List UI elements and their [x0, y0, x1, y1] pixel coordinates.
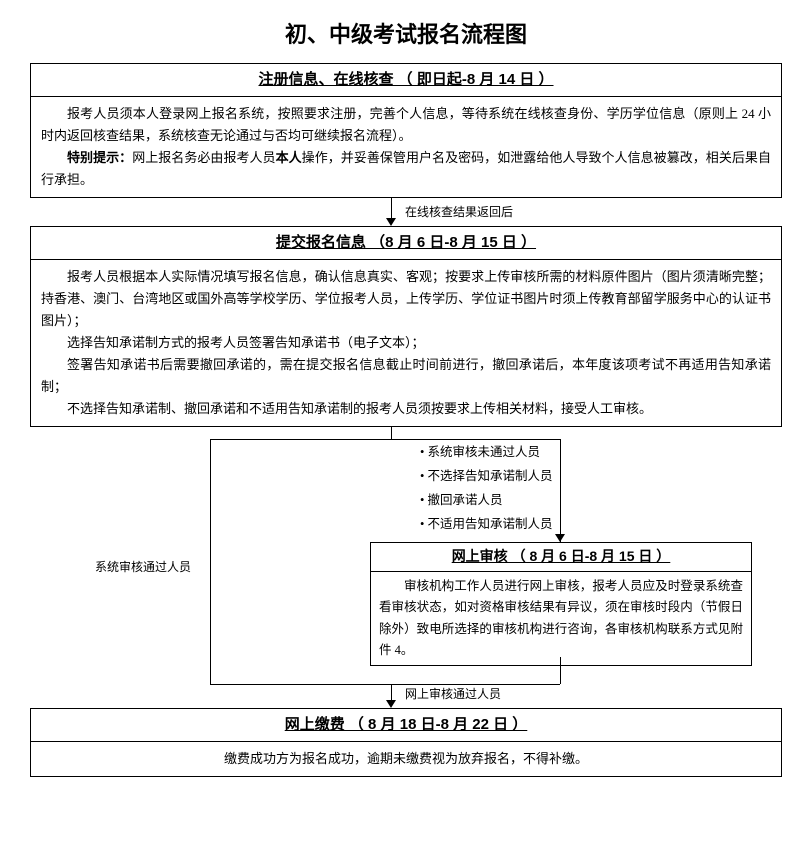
- step-review-header: 网上审核 （ 8 月 6 日-8 月 15 日 ）: [371, 543, 751, 572]
- bullet-4: 不适用告知承诺制人员: [420, 513, 553, 537]
- step-register-box: 注册信息、在线核查 （ 即日起-8 月 14 日 ） 报考人员须本人登录网上报名…: [30, 63, 782, 198]
- step-review-box: 网上审核 （ 8 月 6 日-8 月 15 日 ） 审核机构工作人员进行网上审核…: [370, 542, 752, 666]
- step-submit-box: 提交报名信息 （8 月 6 日-8 月 15 日 ） 报考人员根据本人实际情况填…: [30, 226, 782, 427]
- step-payment-body: 缴费成功方为报名成功，逾期未缴费视为放弃报名，不得补缴。: [31, 742, 781, 776]
- merge-down-vline: [391, 684, 392, 700]
- right-branch-vline-top: [560, 439, 561, 542]
- split-vline: [391, 427, 392, 439]
- step-payment-box: 网上缴费 （ 8 月 18 日-8 月 22 日 ） 缴费成功方为报名成功，逾期…: [30, 708, 782, 777]
- bullet-2: 不选择告知承诺制人员: [420, 465, 553, 489]
- branch-bullets: 系统审核未通过人员 不选择告知承诺制人员 撤回承诺人员 不适用告知承诺制人员: [420, 441, 553, 536]
- right-branch-vline-bot: [560, 657, 561, 684]
- right-arrow-icon: [555, 534, 565, 542]
- step2-p4: 不选择告知承诺制、撤回承诺和不适用告知承诺制的报考人员须按要求上传相关材料，接受…: [41, 398, 771, 420]
- step1-p2-a: 网上报名务必由报考人员: [132, 150, 275, 165]
- connector-1: 在线核查结果返回后: [30, 198, 782, 226]
- step-review-body: 审核机构工作人员进行网上审核，报考人员应及时登录系统查看审核状态，如对资格审核结…: [371, 572, 751, 665]
- step1-p2-bold2: 本人: [276, 150, 302, 165]
- left-merge-stub: [210, 672, 211, 684]
- step-submit-header: 提交报名信息 （8 月 6 日-8 月 15 日 ）: [31, 227, 781, 260]
- conn1-arrow-icon: [386, 218, 396, 226]
- left-branch-vline: [210, 439, 211, 672]
- step-register-body: 报考人员须本人登录网上报名系统，按照要求注册，完善个人信息，等待系统在线核查身份…: [31, 97, 781, 197]
- split-hline: [210, 439, 560, 440]
- step2-p1: 报考人员根据本人实际情况填写报名信息，确认信息真实、客观；按要求上传审核所需的材…: [41, 266, 771, 332]
- conn1-line: [391, 198, 392, 218]
- branching-area: 系统审核通过人员 系统审核未通过人员 不选择告知承诺制人员 撤回承诺人员 不适用…: [30, 427, 782, 672]
- step2-p2: 选择告知承诺制方式的报考人员签署告知承诺书（电子文本）；: [41, 332, 771, 354]
- step1-p1: 报考人员须本人登录网上报名系统，按照要求注册，完善个人信息，等待系统在线核查身份…: [41, 106, 771, 143]
- conn1-label: 在线核查结果返回后: [405, 202, 513, 222]
- step-register-header: 注册信息、在线核查 （ 即日起-8 月 14 日 ）: [31, 64, 781, 97]
- step1-p2-bold: 特别提示：: [67, 150, 132, 165]
- step4-p1: 缴费成功方为报名成功，逾期未缴费视为放弃报名，不得补缴。: [224, 751, 588, 766]
- conn3-label: 网上审核通过人员: [405, 684, 501, 704]
- bullet-1: 系统审核未通过人员: [420, 441, 553, 465]
- merge-arrow-icon: [386, 700, 396, 708]
- step-payment-header: 网上缴费 （ 8 月 18 日-8 月 22 日 ）: [31, 709, 781, 742]
- connector-merge: 网上审核通过人员: [30, 672, 782, 708]
- step2-p3: 签署告知承诺书后需要撤回承诺的，需在提交报名信息截止时间前进行，撤回承诺后，本年…: [41, 354, 771, 398]
- merge-hline: [210, 684, 560, 685]
- bullet-3: 撤回承诺人员: [420, 489, 553, 513]
- page-title: 初、中级考试报名流程图: [30, 16, 782, 53]
- left-branch-label: 系统审核通过人员: [95, 557, 191, 577]
- step3-p1: 审核机构工作人员进行网上审核，报考人员应及时登录系统查看审核状态，如对资格审核结…: [379, 576, 743, 661]
- step-submit-body: 报考人员根据本人实际情况填写报名信息，确认信息真实、客观；按要求上传审核所需的材…: [31, 260, 781, 427]
